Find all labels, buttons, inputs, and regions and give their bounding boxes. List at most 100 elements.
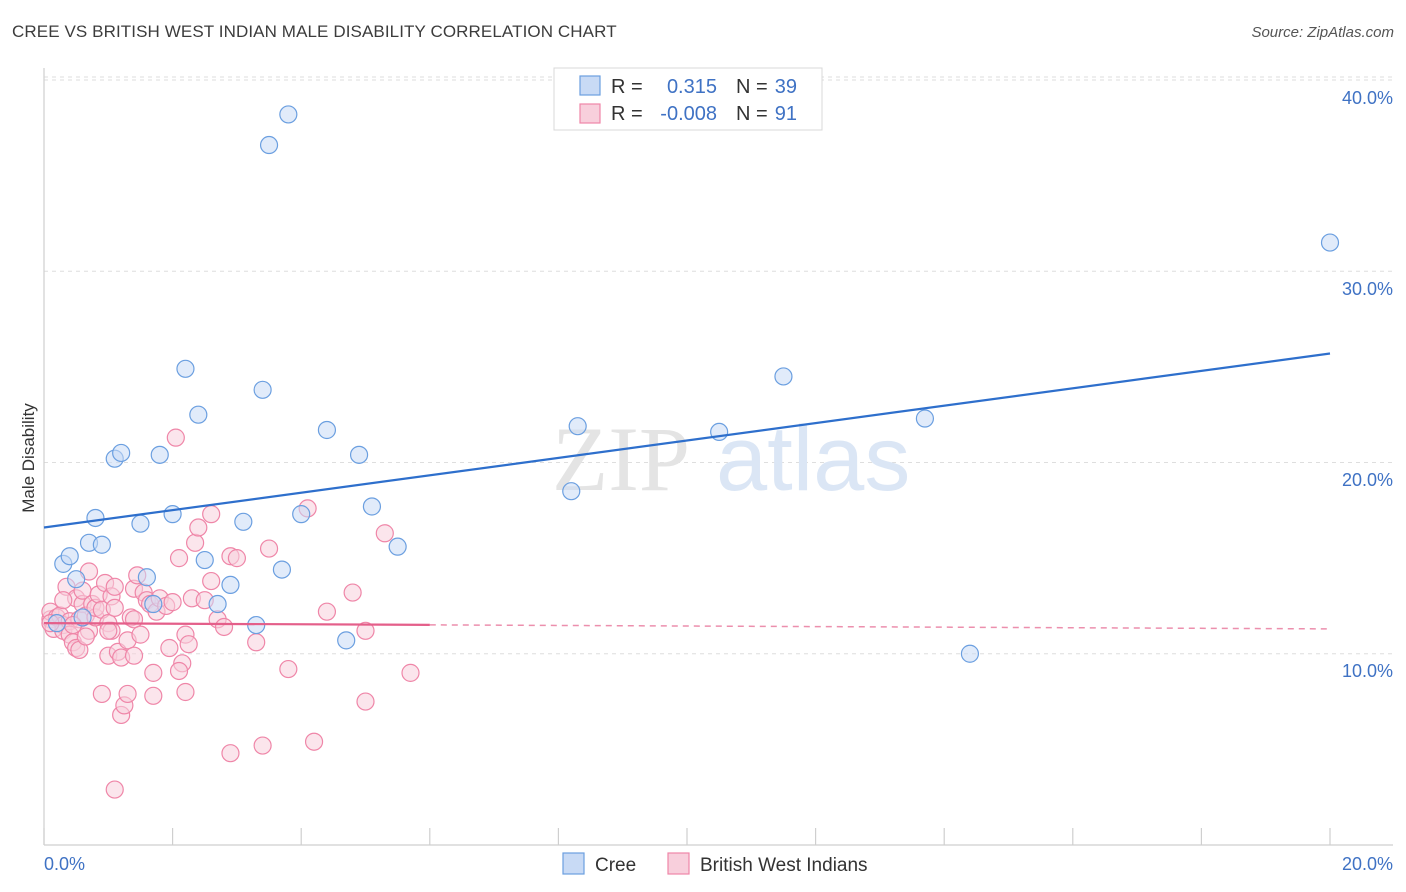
bwi-point <box>343 583 362 602</box>
bwi-point <box>131 625 150 644</box>
bwi-point <box>118 684 137 704</box>
cree-point <box>176 359 195 378</box>
cree-point <box>208 594 227 614</box>
gridlines <box>44 76 1393 655</box>
legend-r-label-cree: R = <box>611 76 643 98</box>
cree-point <box>388 537 407 556</box>
bwi-point <box>202 505 221 524</box>
bwi-point <box>221 744 240 763</box>
y-tick-label-30: 30.0% <box>1342 279 1393 299</box>
cree-point <box>221 575 240 595</box>
legend-swatch-cree <box>579 75 601 96</box>
legend-n-label-cree: N = <box>736 76 768 98</box>
watermark-atlas: atlas <box>716 408 910 510</box>
axes <box>43 68 1393 846</box>
cree-point <box>67 570 86 589</box>
series-bwi-points <box>41 428 420 799</box>
y-tick-label-40: 40.0% <box>1342 88 1393 108</box>
series-cree-points <box>47 105 1340 663</box>
bwi-point <box>259 539 279 558</box>
legend-n-label-bwi: N = <box>736 103 768 125</box>
cree-point <box>349 445 369 464</box>
bwi-point <box>144 663 163 682</box>
cree-point <box>112 443 131 463</box>
y-tick-label-10: 10.0% <box>1342 661 1393 681</box>
bwi-point <box>179 635 198 654</box>
bwi-point <box>189 518 208 537</box>
cree-point <box>1320 233 1340 252</box>
cree-point <box>279 105 298 124</box>
bottom-legend-label-cree: Cree <box>595 855 636 876</box>
cree-point <box>150 445 169 464</box>
bwi-point <box>92 684 111 704</box>
bwi-point <box>214 617 234 637</box>
legend-r-label-bwi: R = <box>611 103 643 125</box>
bwi-point <box>160 638 179 658</box>
bwi-point <box>279 659 298 679</box>
cree-point <box>92 535 111 554</box>
bottom-legend: Cree British West Indians <box>562 852 868 876</box>
bwi-point <box>144 686 163 705</box>
bwi-point <box>401 663 420 682</box>
legend-swatch-bwi <box>579 103 601 124</box>
bwi-point <box>317 602 337 621</box>
bwi-point <box>105 780 124 799</box>
bwi-point <box>124 610 144 629</box>
trend-lines <box>43 352 1331 630</box>
cree-point <box>144 594 163 614</box>
cree-point <box>60 547 79 566</box>
cree-point <box>272 560 292 579</box>
bwi-point <box>356 621 375 640</box>
bwi-point <box>163 593 182 612</box>
bwi-point <box>105 577 124 596</box>
bwi-trend-line-dashed <box>429 624 1331 630</box>
cree-point <box>131 514 150 533</box>
bwi-point <box>124 646 144 665</box>
bottom-legend-label-bwi: British West Indians <box>700 855 868 876</box>
cree-point <box>73 608 92 627</box>
cree-point <box>337 631 356 650</box>
cree-point <box>960 644 980 663</box>
bottom-legend-swatch-bwi <box>667 852 690 875</box>
cree-point <box>163 505 182 524</box>
y-axis-label: Male Disability <box>19 403 38 513</box>
bwi-point <box>227 549 246 568</box>
bwi-point <box>54 591 73 610</box>
bwi-point <box>247 633 266 652</box>
watermark: ZIP atlas <box>552 408 910 510</box>
bwi-point <box>253 736 272 755</box>
cree-point <box>195 550 214 570</box>
cree-point <box>137 568 156 587</box>
bwi-point <box>76 627 95 646</box>
cree-point <box>562 482 581 501</box>
bwi-point <box>356 692 375 711</box>
legend-n-value-bwi: 91 <box>775 103 797 125</box>
cree-point <box>915 409 935 428</box>
cree-point <box>253 380 272 399</box>
cree-point <box>362 497 382 516</box>
cree-trend-line <box>43 352 1331 529</box>
bwi-point <box>99 621 118 640</box>
bwi-point <box>375 524 394 543</box>
legend-box: R = 0.315 N = 39 R = -0.008 N = 91 <box>553 67 823 131</box>
bottom-legend-swatch-cree <box>562 852 585 875</box>
chart-title: CREE VS BRITISH WEST INDIAN MALE DISABIL… <box>12 22 617 41</box>
bwi-trend-line-solid <box>43 622 430 626</box>
bwi-point <box>176 682 195 702</box>
legend-n-value-cree: 39 <box>775 76 797 98</box>
cree-point <box>234 512 253 531</box>
bwi-point <box>169 661 189 681</box>
bwi-point <box>169 549 189 568</box>
source-label: Source: ZipAtlas.com <box>1251 24 1394 41</box>
x-tick-label-max: 20.0% <box>1342 854 1393 874</box>
bwi-point <box>304 732 324 751</box>
bwi-point <box>166 428 185 447</box>
x-tick-label-min: 0.0% <box>44 854 85 874</box>
bwi-point <box>202 571 221 591</box>
cree-point <box>774 367 793 386</box>
cree-point <box>259 135 279 155</box>
legend-r-value-bwi: -0.008 <box>660 103 717 125</box>
bwi-point <box>105 598 124 617</box>
y-tick-label-20: 20.0% <box>1342 470 1393 490</box>
